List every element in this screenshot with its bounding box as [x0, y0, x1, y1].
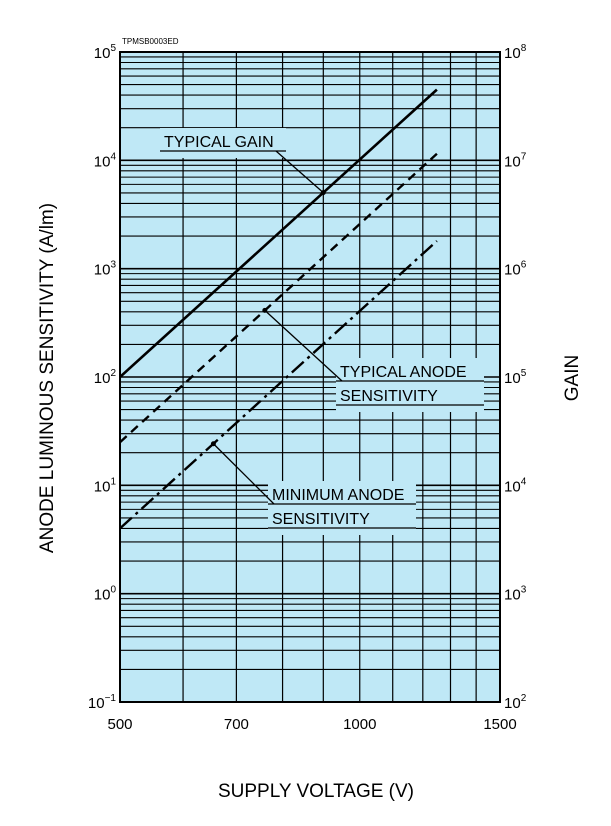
annotation-arrowhead	[262, 307, 268, 313]
annotation-leader	[212, 443, 275, 505]
series-line-2	[119, 152, 438, 444]
y2-tick-label: 108	[504, 43, 527, 62]
annotation-label: SENSITIVITY	[272, 511, 370, 528]
y2-tick-label: 105	[504, 368, 527, 387]
annotation-arrowhead	[320, 190, 326, 196]
y-tick-label: 101	[94, 476, 117, 495]
y-tick-label: 104	[94, 151, 117, 170]
annotation-leader	[275, 150, 324, 194]
annotation-arrowhead	[210, 441, 216, 447]
series-line-3	[119, 240, 438, 530]
x-tick-label: 500	[107, 716, 132, 733]
y2-axis-title: GAIN	[562, 355, 583, 401]
y2-tick-label: 104	[504, 476, 527, 495]
y-axis-title: ANODE LUMINOUS SENSITIVITY (A/lm)	[37, 203, 58, 553]
annotation-box	[268, 481, 416, 535]
annotation-label: SENSITIVITY	[340, 388, 438, 405]
y-tick-label: 10−1	[88, 693, 117, 712]
annotation-box	[160, 128, 286, 158]
y-tick-label: 105	[94, 43, 117, 62]
annotation-label: MINIMUM ANODE	[272, 487, 404, 504]
chart-code-label: TPMSB0003ED	[122, 37, 179, 46]
annotation-leader	[264, 309, 343, 382]
y2-tick-label: 103	[504, 585, 527, 604]
annotation-box	[336, 358, 484, 412]
x-tick-label: 700	[224, 716, 249, 733]
y2-tick-label: 102	[504, 693, 527, 712]
y2-tick-label: 107	[504, 151, 527, 170]
series-line-1	[119, 88, 438, 378]
plot-frame	[119, 51, 501, 703]
x-tick-label: 1500	[483, 716, 516, 733]
y-tick-label: 103	[94, 260, 117, 279]
y-tick-label: 100	[94, 585, 117, 604]
x-axis-title: SUPPLY VOLTAGE (V)	[218, 781, 414, 802]
annotation-label: TYPICAL ANODE	[340, 364, 467, 381]
annotation-label: TYPICAL GAIN	[164, 134, 274, 151]
y-tick-label: 102	[94, 368, 117, 387]
x-tick-label: 1000	[343, 716, 376, 733]
y2-tick-label: 106	[504, 260, 527, 279]
